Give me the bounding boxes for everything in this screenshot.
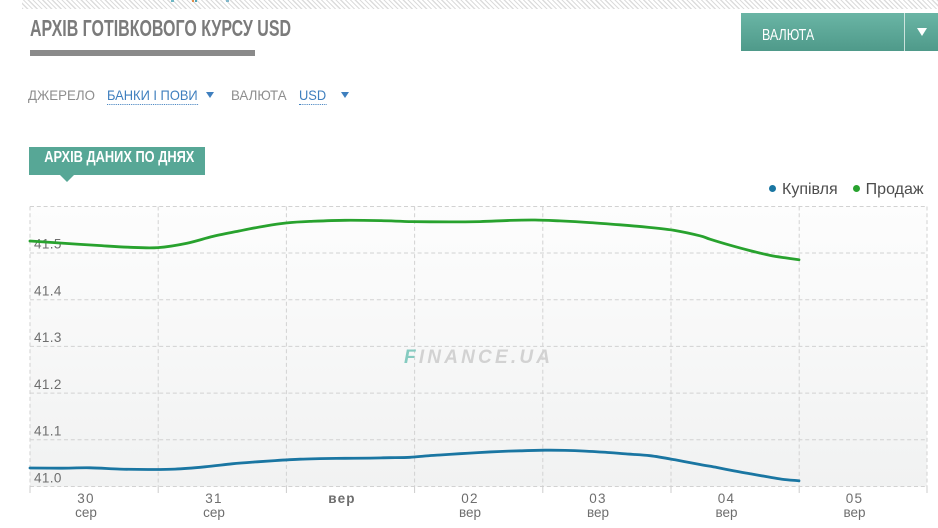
- svg-text:30: 30: [77, 491, 94, 506]
- svg-text:05: 05: [846, 491, 863, 506]
- svg-text:вер: вер: [459, 505, 481, 520]
- svg-text:41.0: 41.0: [34, 470, 62, 485]
- svg-text:41.2: 41.2: [34, 377, 62, 392]
- svg-text:сер: сер: [203, 505, 225, 520]
- svg-text:03: 03: [589, 491, 606, 506]
- svg-text:02: 02: [461, 491, 478, 506]
- svg-text:FINANCE.UA: FINANCE.UA: [404, 347, 553, 368]
- svg-text:вер: вер: [587, 505, 609, 520]
- svg-text:04: 04: [718, 491, 735, 506]
- svg-text:вер: вер: [328, 491, 355, 506]
- svg-text:41.4: 41.4: [34, 283, 62, 298]
- svg-text:41.3: 41.3: [34, 330, 62, 345]
- svg-text:сер: сер: [75, 505, 97, 520]
- svg-text:31: 31: [205, 491, 222, 506]
- svg-text:вер: вер: [843, 505, 865, 520]
- svg-text:вер: вер: [715, 505, 737, 520]
- svg-text:41.1: 41.1: [34, 424, 62, 439]
